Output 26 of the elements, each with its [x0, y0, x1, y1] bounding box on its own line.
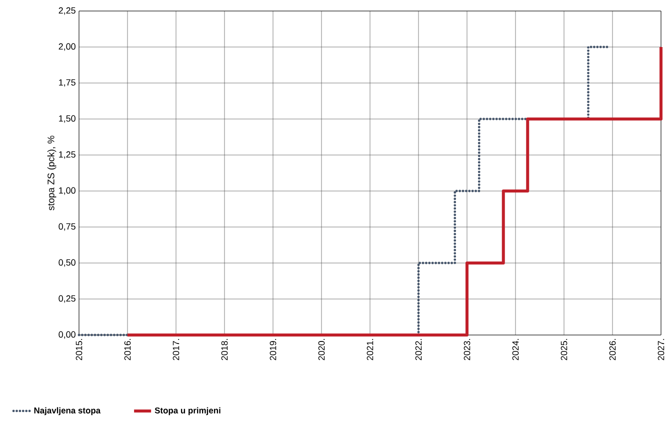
y-tick-label: 0,00 — [58, 331, 76, 339]
y-axis-title: stopa ZS (pck), % — [47, 136, 56, 210]
y-tick-label: 1,75 — [59, 79, 76, 87]
x-tick-label: 2025. — [560, 339, 568, 360]
x-tick-label: 2019. — [270, 339, 276, 360]
x-tick-label: 2021. — [366, 339, 374, 360]
y-tick-label: 0,50 — [58, 259, 76, 267]
x-tick-label: 2015. — [76, 339, 82, 360]
x-tick-label: 2016. — [124, 339, 131, 360]
y-tick-label: 1,25 — [59, 151, 76, 159]
x-tick-label: 2018. — [221, 339, 228, 360]
x-tick-label: 2023. — [464, 339, 470, 360]
legend-label: Najavljena stopa — [34, 407, 101, 416]
x-tick-label: 2022. — [415, 339, 422, 360]
x-tick-label: 2020. — [318, 339, 325, 360]
y-tick-label: 2,25 — [58, 7, 76, 15]
x-tick-label: 2024. — [512, 339, 519, 360]
y-tick-label: 0,75 — [58, 223, 76, 231]
legend-label: Stopa u primjeni — [154, 407, 220, 416]
x-tick-label: 2027. — [658, 339, 664, 360]
x-tick-label: 2017. — [172, 339, 180, 360]
y-tick-label: 1,00 — [59, 187, 76, 195]
y-tick-label: 0,25 — [58, 295, 76, 303]
y-tick-label: 2,00 — [58, 43, 76, 51]
x-tick-label: 2026. — [609, 339, 616, 360]
y-tick-label: 1,50 — [59, 115, 76, 123]
